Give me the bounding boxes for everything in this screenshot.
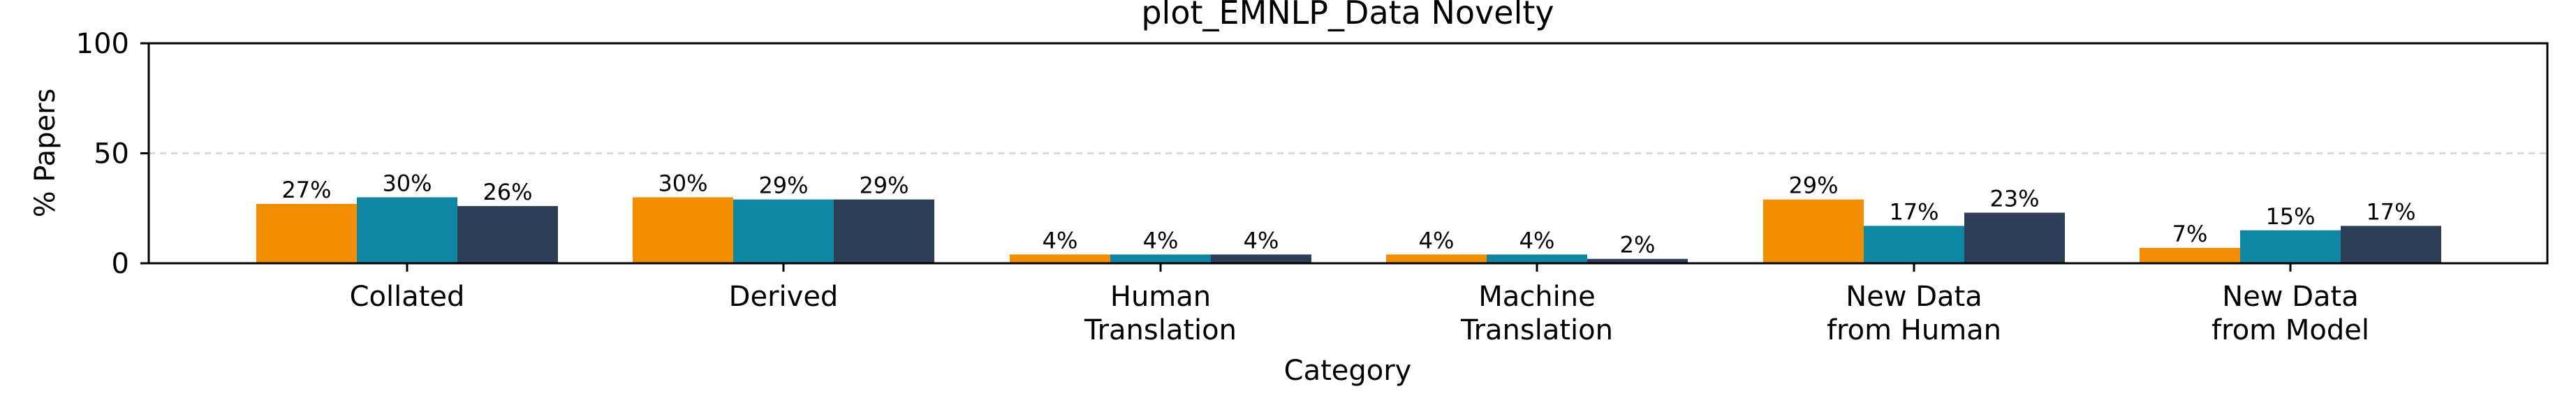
bar: [256, 203, 357, 263]
bar-value-label: 23%: [1989, 186, 2039, 212]
bar-value-label: 4%: [1143, 227, 1179, 253]
bar-value-label: 4%: [1043, 227, 1078, 253]
chart-title: plot_EMNLP_Data Novelty: [1141, 0, 1554, 31]
bar: [1763, 199, 1864, 263]
bar: [1386, 254, 1487, 263]
y-tick-label: 50: [94, 138, 129, 170]
bar-value-label: 17%: [1889, 198, 1938, 225]
bar-value-label: 30%: [658, 170, 707, 197]
y-axis-title: % Papers: [29, 89, 61, 218]
bar: [457, 206, 558, 263]
bar-value-label: 26%: [483, 179, 532, 205]
bar-value-label: 4%: [1519, 227, 1555, 253]
bar-value-label: 27%: [281, 177, 331, 203]
x-tick-label: Translation: [1084, 314, 1237, 346]
x-tick-label: Derived: [729, 281, 839, 313]
x-tick-label: Collated: [350, 281, 465, 313]
x-tick-label: Human: [1110, 281, 1211, 313]
bar: [733, 199, 834, 263]
bar: [1587, 258, 1688, 263]
x-tick-label: Machine: [1478, 281, 1595, 313]
bars-layer: [256, 197, 2441, 263]
bar: [2140, 247, 2240, 263]
x-tick-label: New Data: [2222, 281, 2358, 313]
bar-value-label: 2%: [1620, 232, 1656, 258]
bar-value-label: 30%: [382, 170, 432, 197]
x-axis-title: Category: [1284, 355, 1412, 387]
bar-value-label: 29%: [859, 172, 908, 199]
bar: [1487, 254, 1587, 263]
bar: [357, 197, 457, 263]
bar: [834, 199, 934, 263]
y-tick-label: 0: [112, 248, 129, 280]
bar: [2240, 230, 2341, 263]
bar: [1110, 254, 1211, 263]
bar-value-label: 4%: [1419, 227, 1455, 253]
bar-value-label: 7%: [2172, 221, 2208, 247]
bar-value-label: 29%: [1788, 172, 1838, 199]
bar: [1864, 226, 1964, 263]
x-tick-label: Translation: [1460, 314, 1613, 346]
bar: [1211, 254, 1311, 263]
bar: [633, 197, 733, 263]
bar-value-label: 15%: [2265, 203, 2315, 230]
bar-value-label: 29%: [758, 172, 808, 199]
x-tick-label: New Data: [1846, 281, 1982, 313]
bar: [1010, 254, 1110, 263]
bar-value-label: 4%: [1244, 227, 1279, 253]
bar-value-label: 17%: [2366, 198, 2415, 225]
labels-layer: 27% 30% 4% 4% 29% 7% 30% 29% 4% 4% 17% 15% 26% 29% 4% 2…: [281, 170, 2415, 258]
bar: [1964, 212, 2065, 263]
x-tick-label: from Model: [2211, 314, 2369, 346]
bar: [2341, 226, 2441, 263]
y-tick-label: 100: [76, 28, 129, 60]
x-tick-label: from Human: [1827, 314, 2001, 346]
